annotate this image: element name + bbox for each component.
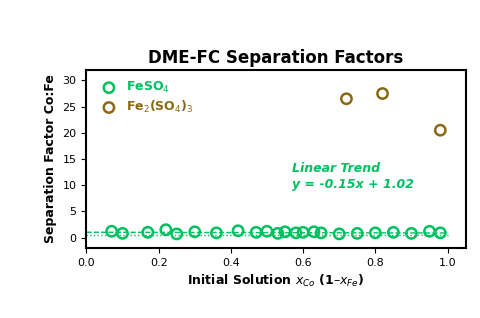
FeSO$_4$ <box>162 227 170 232</box>
FeSO$_4$ <box>108 229 116 234</box>
Legend: FeSO$_4$, Fe$_2$(SO$_4$)$_3$: FeSO$_4$, Fe$_2$(SO$_4$)$_3$ <box>93 76 197 119</box>
FeSO$_4$ <box>426 229 433 234</box>
FeSO$_4$ <box>263 229 271 234</box>
FeSO$_4$ <box>299 230 307 235</box>
Fe$_2$(SO$_4$)$_3$ <box>343 96 350 101</box>
FeSO$_4$ <box>144 230 152 235</box>
FeSO$_4$ <box>353 231 361 236</box>
FeSO$_4$ <box>390 230 397 235</box>
FeSO$_4$ <box>252 230 260 235</box>
FeSO$_4$ <box>173 232 180 237</box>
FeSO$_4$ <box>317 230 325 235</box>
FeSO$_4$ <box>281 229 289 234</box>
FeSO$_4$ <box>292 230 300 235</box>
X-axis label: Initial Solution $x_{Co}$ (1–$x_{Fe}$): Initial Solution $x_{Co}$ (1–$x_{Fe}$) <box>187 273 365 289</box>
FeSO$_4$ <box>372 230 379 235</box>
FeSO$_4$ <box>310 229 318 234</box>
Title: DME-FC Separation Factors: DME-FC Separation Factors <box>148 49 404 67</box>
FeSO$_4$ <box>213 230 220 235</box>
FeSO$_4$ <box>234 228 242 233</box>
Text: Linear Trend: Linear Trend <box>292 162 380 175</box>
Fe$_2$(SO$_4$)$_3$ <box>379 91 386 96</box>
FeSO$_4$ <box>274 231 282 236</box>
FeSO$_4$ <box>336 232 343 237</box>
Fe$_2$(SO$_4$)$_3$ <box>436 128 444 133</box>
FeSO$_4$ <box>119 231 126 236</box>
FeSO$_4$ <box>408 231 415 236</box>
FeSO$_4$ <box>191 229 199 234</box>
Text: y = -0.15x + 1.02: y = -0.15x + 1.02 <box>292 178 414 191</box>
FeSO$_4$ <box>436 230 444 235</box>
Y-axis label: Separation Factor Co:Fe: Separation Factor Co:Fe <box>44 74 57 244</box>
